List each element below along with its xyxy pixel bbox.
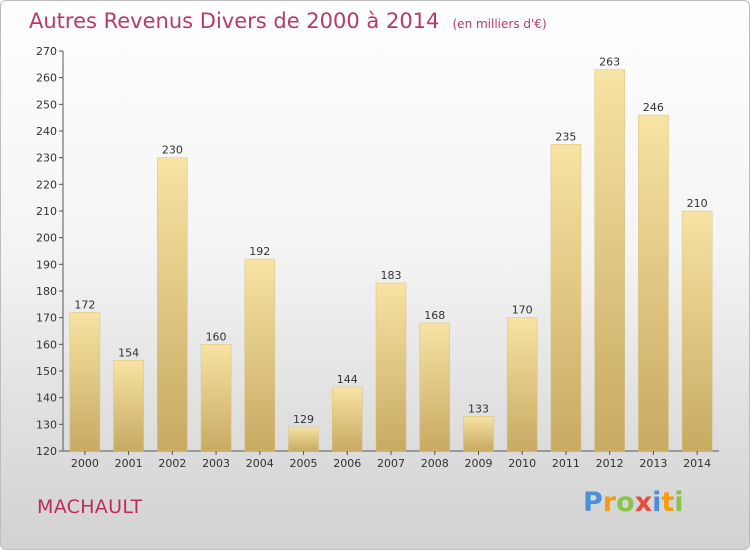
bar-value-label: 129 xyxy=(293,413,314,426)
x-tick-label: 2005 xyxy=(290,457,318,470)
y-tick-label: 130 xyxy=(36,418,57,431)
commune-name: MACHAULT xyxy=(37,496,143,518)
x-tick-label: 2000 xyxy=(71,457,99,470)
bar xyxy=(681,210,713,452)
x-tick-label: 2011 xyxy=(552,457,580,470)
bar xyxy=(419,322,450,452)
y-tick-label: 180 xyxy=(36,285,57,298)
bar-value-label: 246 xyxy=(643,101,664,114)
y-tick-label: 120 xyxy=(36,445,57,458)
y-tick-label: 140 xyxy=(36,392,57,405)
bar xyxy=(200,344,232,452)
x-tick-label: 2001 xyxy=(115,457,143,470)
bar-value-label: 230 xyxy=(162,144,183,157)
x-tick-label: 2003 xyxy=(202,457,230,470)
y-tick-label: 190 xyxy=(36,258,57,271)
bar-value-label: 133 xyxy=(468,402,489,415)
logo-letter: x xyxy=(634,487,653,518)
bar-value-label: 183 xyxy=(381,269,402,282)
bar xyxy=(375,282,407,452)
chart-title: Autres Revenus Divers de 2000 à 2014 xyxy=(29,9,440,33)
bar xyxy=(69,312,101,452)
bar xyxy=(244,258,276,452)
bar xyxy=(113,360,144,452)
y-tick-label: 220 xyxy=(36,178,57,191)
bar-value-label: 210 xyxy=(687,197,708,210)
x-tick-label: 2004 xyxy=(246,457,274,470)
bar xyxy=(638,114,669,452)
x-tick-label: 2010 xyxy=(508,457,536,470)
y-tick-label: 270 xyxy=(36,45,57,58)
bar-value-label: 263 xyxy=(599,56,620,69)
bar xyxy=(463,416,494,452)
y-tick-label: 160 xyxy=(36,338,57,351)
bar-value-label: 168 xyxy=(424,309,445,322)
x-tick-label: 2009 xyxy=(464,457,492,470)
x-tick-label: 2012 xyxy=(596,457,624,470)
bar xyxy=(157,157,188,452)
y-tick-label: 240 xyxy=(36,125,57,138)
y-tick-label: 150 xyxy=(36,365,57,378)
logo-letter: i xyxy=(674,487,684,518)
x-tick-label: 2007 xyxy=(377,457,405,470)
bar-value-label: 192 xyxy=(249,245,270,258)
bar-value-label: 154 xyxy=(118,346,139,359)
bar xyxy=(332,386,363,452)
bar xyxy=(550,144,582,452)
x-tick-label: 2008 xyxy=(421,457,449,470)
proxiti-logo: Proxiti xyxy=(583,487,684,518)
bar-value-label: 144 xyxy=(337,373,358,386)
logo-letter: r xyxy=(602,487,617,518)
chart-subtitle: (en milliers d'€) xyxy=(452,17,547,31)
chart-title-block: Autres Revenus Divers de 2000 à 2014 (en… xyxy=(29,9,547,33)
y-tick-label: 250 xyxy=(36,98,57,111)
logo-letter: t xyxy=(661,487,675,518)
bar xyxy=(506,317,538,452)
x-tick-label: 2014 xyxy=(683,457,711,470)
y-tick-label: 230 xyxy=(36,152,57,165)
bar xyxy=(594,69,625,452)
x-tick-label: 2002 xyxy=(158,457,186,470)
y-tick-label: 210 xyxy=(36,205,57,218)
bar-value-label: 160 xyxy=(206,330,227,343)
x-tick-label: 2013 xyxy=(639,457,667,470)
logo-letter: P xyxy=(583,487,603,518)
logo-letter: o xyxy=(616,487,635,518)
bar-value-label: 172 xyxy=(74,298,95,311)
bar-value-label: 235 xyxy=(555,130,576,143)
logo-letter: i xyxy=(652,487,662,518)
bar xyxy=(288,426,319,452)
bar-value-label: 170 xyxy=(512,304,533,317)
y-tick-label: 260 xyxy=(36,72,57,85)
y-tick-label: 200 xyxy=(36,232,57,245)
x-tick-label: 2006 xyxy=(333,457,361,470)
y-tick-label: 170 xyxy=(36,312,57,325)
